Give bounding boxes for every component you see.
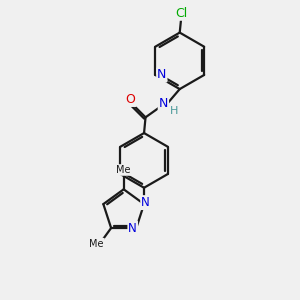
Text: Cl: Cl (175, 7, 187, 20)
Text: N: N (128, 221, 137, 235)
Text: N: N (157, 68, 167, 82)
Text: H: H (169, 106, 178, 116)
Text: N: N (141, 196, 150, 209)
Text: Me: Me (116, 165, 131, 175)
Text: O: O (126, 93, 136, 106)
Text: N: N (159, 98, 168, 110)
Text: Me: Me (89, 239, 104, 249)
